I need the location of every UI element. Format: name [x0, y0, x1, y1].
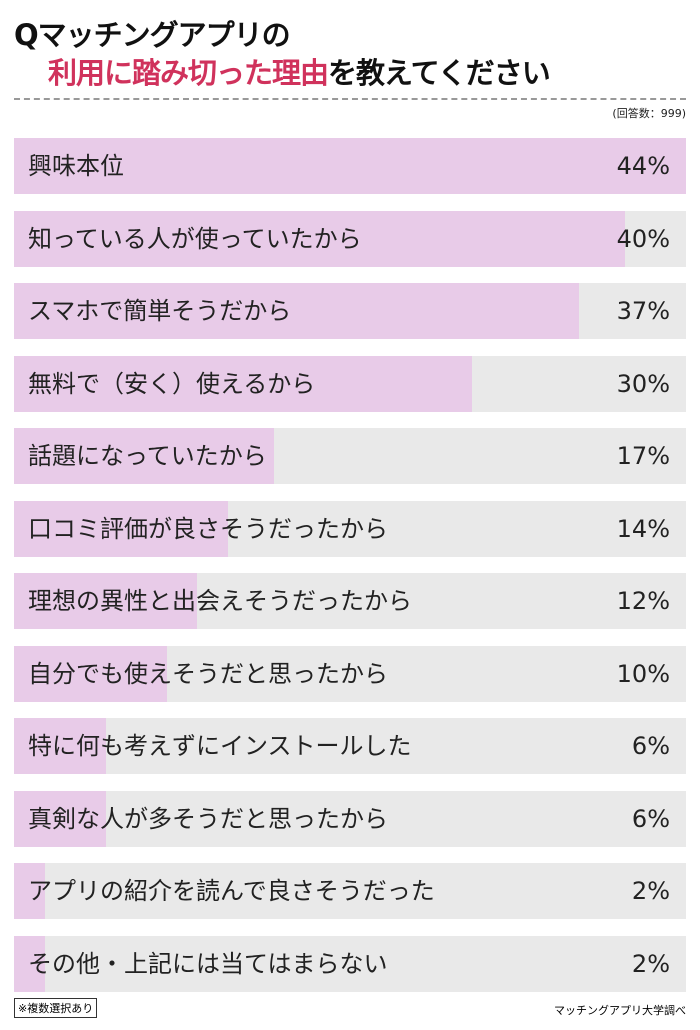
- bar-value: 6%: [631, 732, 670, 760]
- bar-label: 自分でも使えそうだと思ったから: [28, 659, 388, 688]
- bar-value: 30%: [616, 369, 670, 398]
- bar-row: その他・上記には当てはまらない 2%: [14, 935, 686, 992]
- bar-row: 自分でも使えそうだと思ったから 10%: [14, 645, 686, 702]
- bar-row: スマホで簡単そうだから 37%: [14, 283, 686, 339]
- source: マッチングアプリ大学調べ: [554, 1004, 686, 1017]
- bar-label: 理想の異性と出会えそうだったから: [28, 587, 412, 615]
- bar-label: その他・上記には当てはまらない: [28, 949, 388, 978]
- bar-value: 12%: [616, 587, 670, 615]
- bar: [14, 500, 228, 557]
- bar: [14, 428, 274, 484]
- bar-row: 特に何も考えずにインストールした 6%: [14, 718, 686, 774]
- bar-row: 話題になっていたから 17%: [14, 428, 686, 484]
- bar-value: 40%: [616, 224, 670, 253]
- title-line1: Qマッチングアプリの: [14, 18, 291, 52]
- bar-label: 真剣な人が多そうだと思ったから: [28, 804, 388, 833]
- respondent-count: (回答数：999): [612, 107, 686, 120]
- bar-value: 2%: [631, 877, 670, 905]
- bar-value: 37%: [616, 297, 670, 325]
- bar-label: アプリの紹介を読んで良さそうだった: [28, 877, 435, 905]
- bar: [14, 645, 167, 702]
- bar-row: 無料で（安く）使えるから 30%: [14, 355, 686, 412]
- bar-value: 14%: [616, 514, 670, 543]
- bar-value: 10%: [616, 659, 670, 688]
- bar-value: 2%: [631, 949, 670, 978]
- bar-row: 興味本位 44%: [14, 138, 686, 194]
- title-highlight: 利用に踏み切った理由: [48, 56, 329, 90]
- bar: [14, 355, 473, 412]
- bar-label: 知っている人が使っていたから: [28, 224, 362, 253]
- bar: [14, 210, 625, 267]
- bar-label: 口コミ評価が良さそうだったから: [28, 514, 388, 543]
- bar-label: 興味本位: [28, 152, 124, 180]
- bar-value: 6%: [631, 804, 670, 833]
- bar-value: 17%: [616, 442, 670, 470]
- title-line2: 利用に踏み切った理由を教えてください: [48, 50, 551, 92]
- bar-row: 真剣な人が多そうだと思ったから 6%: [14, 790, 686, 847]
- bar: [14, 790, 106, 847]
- bar: [14, 573, 198, 629]
- bar: [14, 718, 106, 774]
- bar-row: 知っている人が使っていたから 40%: [14, 210, 686, 267]
- divider: [14, 98, 686, 100]
- bar-row: 口コミ評価が良さそうだったから 14%: [14, 500, 686, 557]
- bar: [14, 863, 45, 919]
- bar: [14, 283, 580, 339]
- bar: [14, 138, 686, 194]
- title-rest: を教えてください: [328, 56, 551, 90]
- footnote: ※複数選択あり: [14, 998, 98, 1018]
- bar-value: 44%: [616, 152, 670, 180]
- bar-row: 理想の異性と出会えそうだったから 12%: [14, 573, 686, 629]
- bar-row: アプリの紹介を読んで良さそうだった 2%: [14, 863, 686, 919]
- bar-label: スマホで簡単そうだから: [28, 297, 292, 325]
- bar: [14, 935, 45, 992]
- bar-label: 話題になっていたから: [28, 442, 267, 470]
- bar-label: 無料で（安く）使えるから: [28, 369, 316, 398]
- bar-label: 特に何も考えずにインストールした: [28, 732, 412, 760]
